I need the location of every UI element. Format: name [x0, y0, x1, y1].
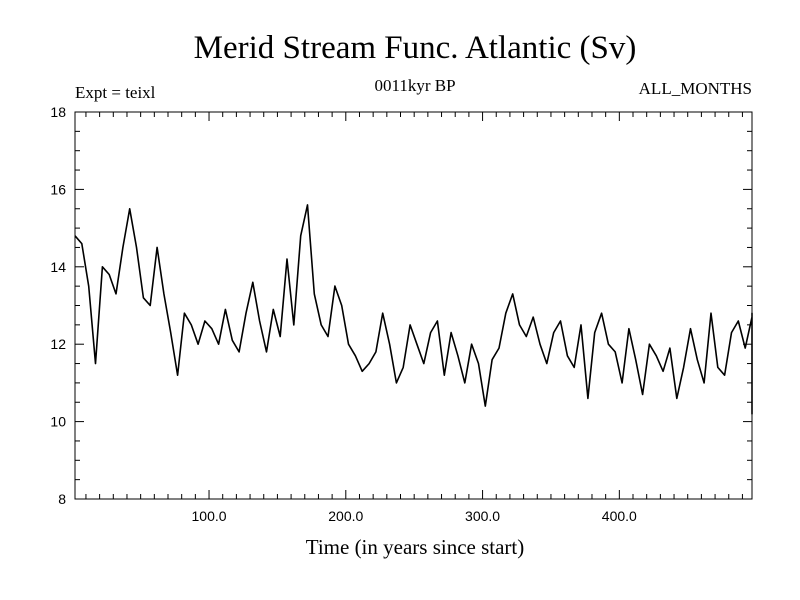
- y-tick-label: 8: [58, 491, 66, 507]
- axis-ticks: [75, 111, 752, 500]
- y-tick-label: 14: [50, 259, 66, 275]
- y-tick-label: 18: [50, 104, 66, 120]
- x-axis-label: Time (in years since start): [305, 535, 525, 559]
- tick-labels: 100.0 200.0 300.0 400.0 8 10 12 14 16 18: [50, 104, 637, 524]
- experiment-label: Expt = teixl: [75, 83, 156, 102]
- x-tick-label: 300.0: [465, 508, 500, 524]
- y-tick-label: 16: [50, 181, 66, 197]
- series-line: [74, 204, 753, 415]
- plot-frame: [74, 111, 753, 500]
- chart-subtitle: 0011kyr BP: [374, 76, 456, 95]
- x-tick-label: 100.0: [192, 508, 227, 524]
- x-tick-label: 200.0: [328, 508, 363, 524]
- period-label: ALL_MONTHS: [638, 79, 752, 98]
- series-group: [74, 204, 753, 415]
- y-tick-label: 10: [50, 414, 66, 430]
- y-tick-label: 12: [50, 336, 66, 352]
- x-tick-label: 400.0: [602, 508, 637, 524]
- chart-title: Merid Stream Func. Atlantic (Sv): [193, 30, 637, 66]
